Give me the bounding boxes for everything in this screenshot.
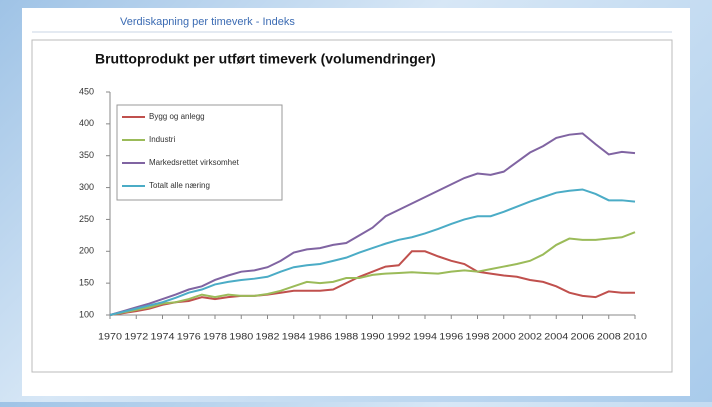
legend-label: Bygg og anlegg (149, 112, 205, 121)
slide-title: Verdiskapning per timeverk - Indeks (120, 16, 295, 28)
x-tick-label: 2010 (623, 331, 647, 341)
chart-title: Bruttoprodukt per utført timeverk (volum… (95, 51, 436, 67)
y-tick-label: 450 (79, 86, 94, 96)
legend-box (116, 104, 283, 201)
x-tick-label: 1990 (361, 331, 385, 341)
y-tick-label: 350 (79, 150, 94, 160)
series-line (109, 132, 636, 316)
y-tick-label: 250 (79, 214, 94, 224)
series-line (109, 250, 635, 316)
x-tick-label: 1994 (413, 331, 437, 341)
x-tick-label: 1996 (439, 331, 463, 341)
x-tick-label: 2006 (571, 331, 595, 341)
x-tick-label: 1986 (308, 331, 332, 341)
legend-label: Totalt alle næring (149, 181, 210, 190)
x-tick-label: 2008 (597, 331, 621, 341)
x-tick-label: 1978 (203, 331, 227, 341)
legend-label: Industri (149, 135, 175, 144)
x-tick-label: 2002 (518, 331, 542, 341)
x-tick-label: 1998 (466, 331, 490, 341)
y-tick-label: 400 (79, 118, 94, 128)
x-tick-label: 2000 (492, 331, 516, 341)
x-tick-label: 1984 (282, 331, 306, 341)
x-tick-label: 1974 (151, 331, 175, 341)
x-tick-label: 1980 (229, 331, 253, 341)
x-tick-label: 2004 (544, 331, 568, 341)
chart-box (31, 39, 673, 373)
y-tick-label: 200 (79, 246, 94, 256)
x-tick-label: 1972 (124, 331, 148, 341)
legend-label: Markedsrettet virksomhet (149, 158, 240, 167)
y-tick-label: 150 (79, 278, 94, 288)
x-tick-label: 1970 (98, 331, 122, 341)
x-tick-label: 1982 (256, 331, 280, 341)
x-tick-label: 1988 (334, 331, 358, 341)
series-line (109, 188, 636, 316)
x-tick-label: 1976 (177, 331, 201, 341)
y-tick-label: 100 (79, 309, 94, 319)
y-tick-label: 300 (79, 182, 94, 192)
series-line (109, 231, 636, 316)
x-tick-label: 1992 (387, 331, 411, 341)
